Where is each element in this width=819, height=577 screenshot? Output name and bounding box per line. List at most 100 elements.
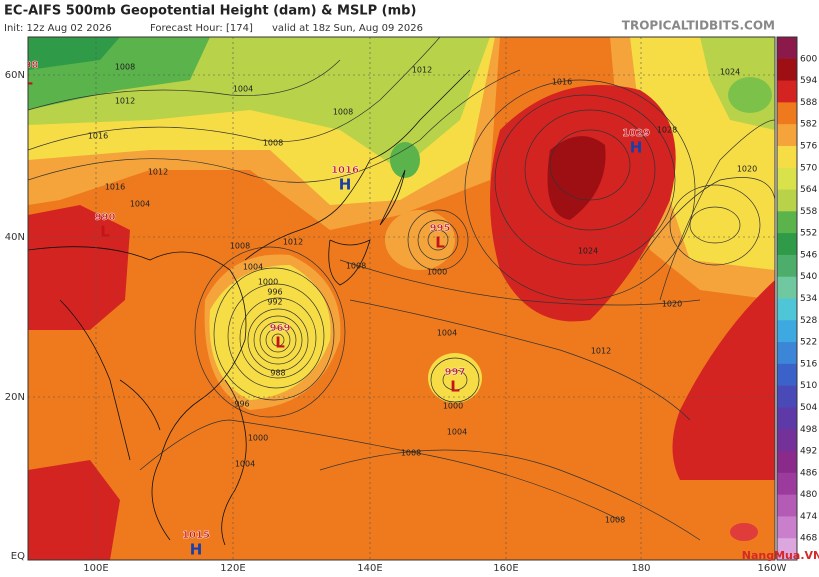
colorbar-label: 516 bbox=[800, 359, 817, 369]
lon-label: 180 bbox=[631, 563, 650, 573]
pressure-symbol: H bbox=[630, 139, 643, 157]
contour-label: 1016 bbox=[552, 78, 572, 87]
colorbar-label: 468 bbox=[800, 534, 817, 544]
colorbar-segment bbox=[777, 145, 797, 169]
contour-label: 1000 bbox=[427, 268, 447, 277]
contour-label: 1012 bbox=[148, 168, 168, 177]
colorbar-label: 504 bbox=[800, 403, 817, 413]
colorbar-label: 546 bbox=[800, 250, 817, 260]
colorbar-segment bbox=[777, 211, 797, 234]
pressure-symbol: L bbox=[435, 234, 445, 252]
colorbar-segment bbox=[777, 58, 797, 82]
pressure-symbol: L bbox=[100, 223, 110, 241]
colorbar-segment bbox=[777, 167, 797, 191]
title: EC-AIFS 500mb Geopotential Height (dam) … bbox=[4, 4, 416, 19]
colorbar-label: 558 bbox=[800, 207, 817, 217]
colorbar-label: 528 bbox=[800, 316, 817, 326]
colorbar-segment bbox=[777, 342, 797, 365]
pressure-value: 990 bbox=[95, 212, 116, 223]
pressure-symbol: H bbox=[339, 176, 352, 194]
colorbar-label: 492 bbox=[800, 447, 817, 457]
watermark-logo: NangMua.VN bbox=[730, 523, 819, 562]
colorbar-label: 534 bbox=[800, 294, 817, 304]
lon-label: 160W bbox=[758, 563, 787, 573]
contour-label: 996 bbox=[267, 288, 282, 297]
init: Init: 12z Aug 02 2026 bbox=[4, 23, 112, 34]
colorbar-segment bbox=[777, 298, 797, 321]
colorbar-label: 594 bbox=[800, 76, 817, 86]
colorbar-label: 588 bbox=[800, 98, 817, 108]
site: TROPICALTIDBITS.COM bbox=[622, 19, 775, 33]
colorbar-segment bbox=[777, 385, 797, 408]
contour-label: 1012 bbox=[115, 97, 135, 106]
pressure-value: 1015 bbox=[182, 530, 210, 541]
contour-label: 1012 bbox=[591, 347, 611, 356]
colorbar-segment bbox=[777, 407, 797, 430]
colorbar-segment bbox=[777, 363, 797, 387]
contour-label: 1020 bbox=[662, 300, 682, 309]
forecast-hour: Forecast Hour: [174] bbox=[150, 23, 253, 34]
lat-label: 40N bbox=[5, 232, 25, 243]
contour-label: 1008 bbox=[230, 242, 250, 251]
lat-label: 60N bbox=[5, 70, 25, 81]
contour-label: 988 bbox=[270, 369, 285, 378]
colorbar-label: 582 bbox=[800, 120, 817, 130]
map-frame bbox=[27, 36, 776, 561]
lon-label: 140E bbox=[357, 563, 382, 573]
contour-label: 1008 bbox=[401, 449, 421, 458]
colorbar-label: 474 bbox=[800, 512, 817, 522]
colorbar-label: 576 bbox=[800, 141, 817, 151]
colorbar-segment bbox=[777, 254, 797, 278]
colorbar-segment bbox=[777, 233, 797, 256]
contour-label: 1000 bbox=[443, 402, 463, 411]
contour-label: 1008 bbox=[263, 139, 283, 148]
contour-label: 1008 bbox=[333, 108, 353, 117]
watermark: NangMua.VN bbox=[742, 549, 819, 562]
lat-label: 20N bbox=[5, 392, 25, 403]
contour-label: 1024 bbox=[720, 68, 740, 77]
pressure-value: 997 bbox=[445, 367, 466, 378]
colorbar-segment bbox=[777, 472, 797, 496]
contour-label: 1028 bbox=[657, 126, 677, 135]
contour-label: 996 bbox=[234, 400, 249, 409]
colorbar-label: 510 bbox=[800, 381, 817, 391]
contour-label: 1004 bbox=[130, 200, 150, 209]
pressure-symbol: L bbox=[23, 71, 33, 89]
pressure-value: 998 bbox=[18, 60, 39, 71]
colorbar-label: 564 bbox=[800, 185, 817, 195]
colorbar-segment bbox=[777, 102, 797, 125]
colorbar-segment bbox=[777, 80, 797, 103]
contour-label: 1004 bbox=[447, 428, 467, 437]
colorbar-segment bbox=[777, 451, 797, 474]
colorbar-label: 480 bbox=[800, 490, 817, 500]
contour-label: 1004 bbox=[243, 263, 263, 272]
colorbar-segment bbox=[777, 37, 797, 60]
contour-label: 1000 bbox=[248, 434, 268, 443]
pressure-symbol: L bbox=[450, 378, 460, 396]
lon-label: 120E bbox=[220, 563, 245, 573]
contour-label: 1024 bbox=[578, 247, 598, 256]
contour-label: 1000 bbox=[258, 278, 278, 287]
colorbar-label: 552 bbox=[800, 229, 817, 239]
colorbar-segment bbox=[777, 429, 797, 452]
colorbar-label: 570 bbox=[800, 163, 817, 173]
pressure-symbol: H bbox=[190, 541, 203, 559]
contour-label: 1016 bbox=[88, 132, 108, 141]
colorbar-segment bbox=[777, 516, 797, 539]
colorbar-frame bbox=[776, 36, 798, 561]
colorbar-label: 522 bbox=[800, 338, 817, 348]
valid-time: valid at 18z Sun, Aug 09 2026 bbox=[272, 23, 423, 34]
lat-label: EQ bbox=[11, 551, 25, 562]
colorbar-label: 498 bbox=[800, 425, 817, 435]
map-fields: 998L1016H995L1029H990L969L997L1015H10081… bbox=[18, 37, 775, 560]
contour-label: 1020 bbox=[737, 165, 757, 174]
lon-label: 160E bbox=[493, 563, 518, 573]
pressure-value: 1016 bbox=[331, 165, 359, 176]
contour-label: 1016 bbox=[105, 183, 125, 192]
contour-label: 992 bbox=[267, 298, 282, 307]
pressure-value: 969 bbox=[270, 323, 291, 334]
pressure-value: 1029 bbox=[622, 128, 650, 139]
contour-label: 1008 bbox=[346, 262, 366, 271]
colorbar-label: 600 bbox=[800, 54, 817, 64]
colorbar-segment bbox=[777, 538, 797, 561]
